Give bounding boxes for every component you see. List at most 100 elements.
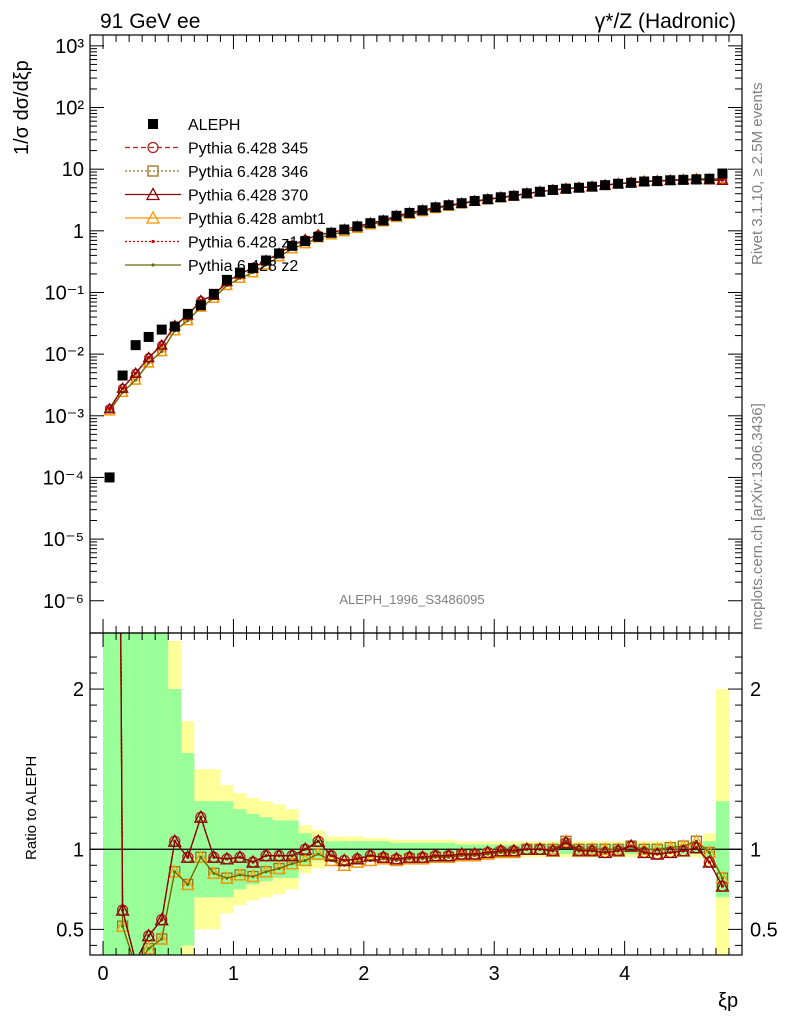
aleph-data-point [195, 300, 206, 311]
aleph-data-point [560, 183, 571, 194]
series-marker [181, 314, 194, 326]
series-marker [676, 843, 691, 857]
aleph-data-point [143, 331, 154, 342]
aleph-data-point [443, 200, 454, 211]
ratio-ytick-label-left: 2 [73, 679, 84, 701]
main-ytick-label: 10⁻⁶ [43, 591, 84, 613]
series-marker [298, 841, 313, 855]
main-ytick-label: 10⁻⁴ [43, 467, 84, 489]
aleph-data-point [534, 186, 545, 197]
series-marker [467, 846, 482, 860]
series-marker [402, 849, 417, 863]
series-marker [558, 835, 574, 849]
series-marker [716, 173, 729, 185]
series-marker [151, 263, 155, 267]
inner-band-bin [155, 633, 169, 955]
series-marker [290, 862, 294, 866]
aleph-data-point [456, 198, 467, 209]
xtick-label: 0 [97, 963, 108, 985]
series-marker [715, 870, 730, 884]
series-marker [219, 851, 235, 865]
series-marker [212, 871, 216, 875]
aleph-data-point [521, 188, 532, 199]
main-ytick-label: 10⁻⁵ [43, 529, 84, 551]
series-marker [116, 381, 129, 393]
series-marker [611, 843, 626, 857]
series-marker [298, 853, 313, 867]
series-marker [350, 851, 365, 865]
inner-band-bin [116, 633, 130, 955]
series-marker [232, 867, 248, 881]
series-marker [141, 941, 156, 955]
series-marker [597, 845, 613, 859]
aleph-data-point [391, 210, 402, 221]
aleph-data-point [587, 181, 598, 192]
series-marker [251, 874, 255, 879]
legend-label-2: Pythia 6.428 370 [188, 188, 308, 205]
aleph-data-point [248, 262, 258, 273]
series-marker [173, 870, 177, 874]
series-marker [271, 848, 287, 862]
ratio-ytick-label-left: 0.5 [56, 919, 84, 941]
aleph-data-point [117, 370, 128, 381]
series-marker [103, 402, 116, 414]
aleph-data-point [626, 177, 637, 188]
series-marker [193, 809, 208, 823]
series-marker [355, 860, 359, 864]
aleph-data-point [652, 176, 663, 187]
inner-band-bin [129, 633, 143, 955]
series-marker [689, 840, 704, 854]
series-marker [624, 838, 639, 852]
series-marker [584, 843, 600, 857]
series-marker [115, 918, 130, 932]
series-marker [147, 946, 151, 951]
aleph-data-point [313, 231, 324, 242]
inner-band-bin [168, 689, 182, 955]
series-marker [663, 845, 678, 859]
aleph-data-point [274, 248, 285, 259]
series-marker [715, 878, 730, 892]
series-marker [103, 404, 116, 416]
aleph-data-point [234, 267, 245, 278]
aleph-data-point [613, 178, 624, 189]
series-marker [129, 366, 142, 378]
aleph-data-point [704, 173, 715, 184]
aleph-data-point [221, 274, 232, 285]
series-marker [532, 841, 547, 855]
legend-label-0: Pythia 6.428 345 [188, 141, 308, 158]
aleph-data-point [665, 175, 676, 186]
ratio-uncertainty-bands [90, 633, 742, 955]
series-marker [363, 848, 378, 862]
series-marker [147, 165, 159, 177]
series-marker [206, 849, 221, 863]
aleph-data-point [130, 340, 141, 351]
aleph-data-point [326, 227, 337, 238]
aleph-data-point [600, 180, 611, 191]
series-marker [303, 858, 307, 863]
series-marker [186, 318, 190, 323]
series-marker [389, 851, 404, 865]
series-marker [428, 848, 443, 862]
inner-band-bin [142, 633, 156, 955]
ratio-ytick-label-right: 1 [750, 839, 761, 861]
series-marker [142, 351, 155, 363]
series-marker [154, 931, 169, 945]
series-marker [134, 378, 138, 382]
ratio-ytick-label-left: 1 [73, 839, 84, 861]
series-marker [154, 912, 169, 926]
series-marker [129, 373, 142, 385]
series-marker [415, 849, 430, 863]
series-marker [180, 877, 195, 891]
series-marker [285, 848, 300, 862]
series-marker [311, 846, 326, 860]
main-ytick-label: 10⁻³ [45, 406, 85, 428]
main-ytick-label: 10 [62, 159, 84, 181]
series-marker [324, 848, 339, 862]
series-marker [506, 843, 521, 857]
aleph-data-point [339, 224, 350, 235]
series-marker [493, 843, 508, 857]
main-ytick-label: 1 [73, 221, 84, 243]
aleph-data-point [508, 190, 519, 201]
legend: ALEPH Pythia 6.428 345 Pythia 6.428 346 Pyt… [125, 117, 326, 275]
